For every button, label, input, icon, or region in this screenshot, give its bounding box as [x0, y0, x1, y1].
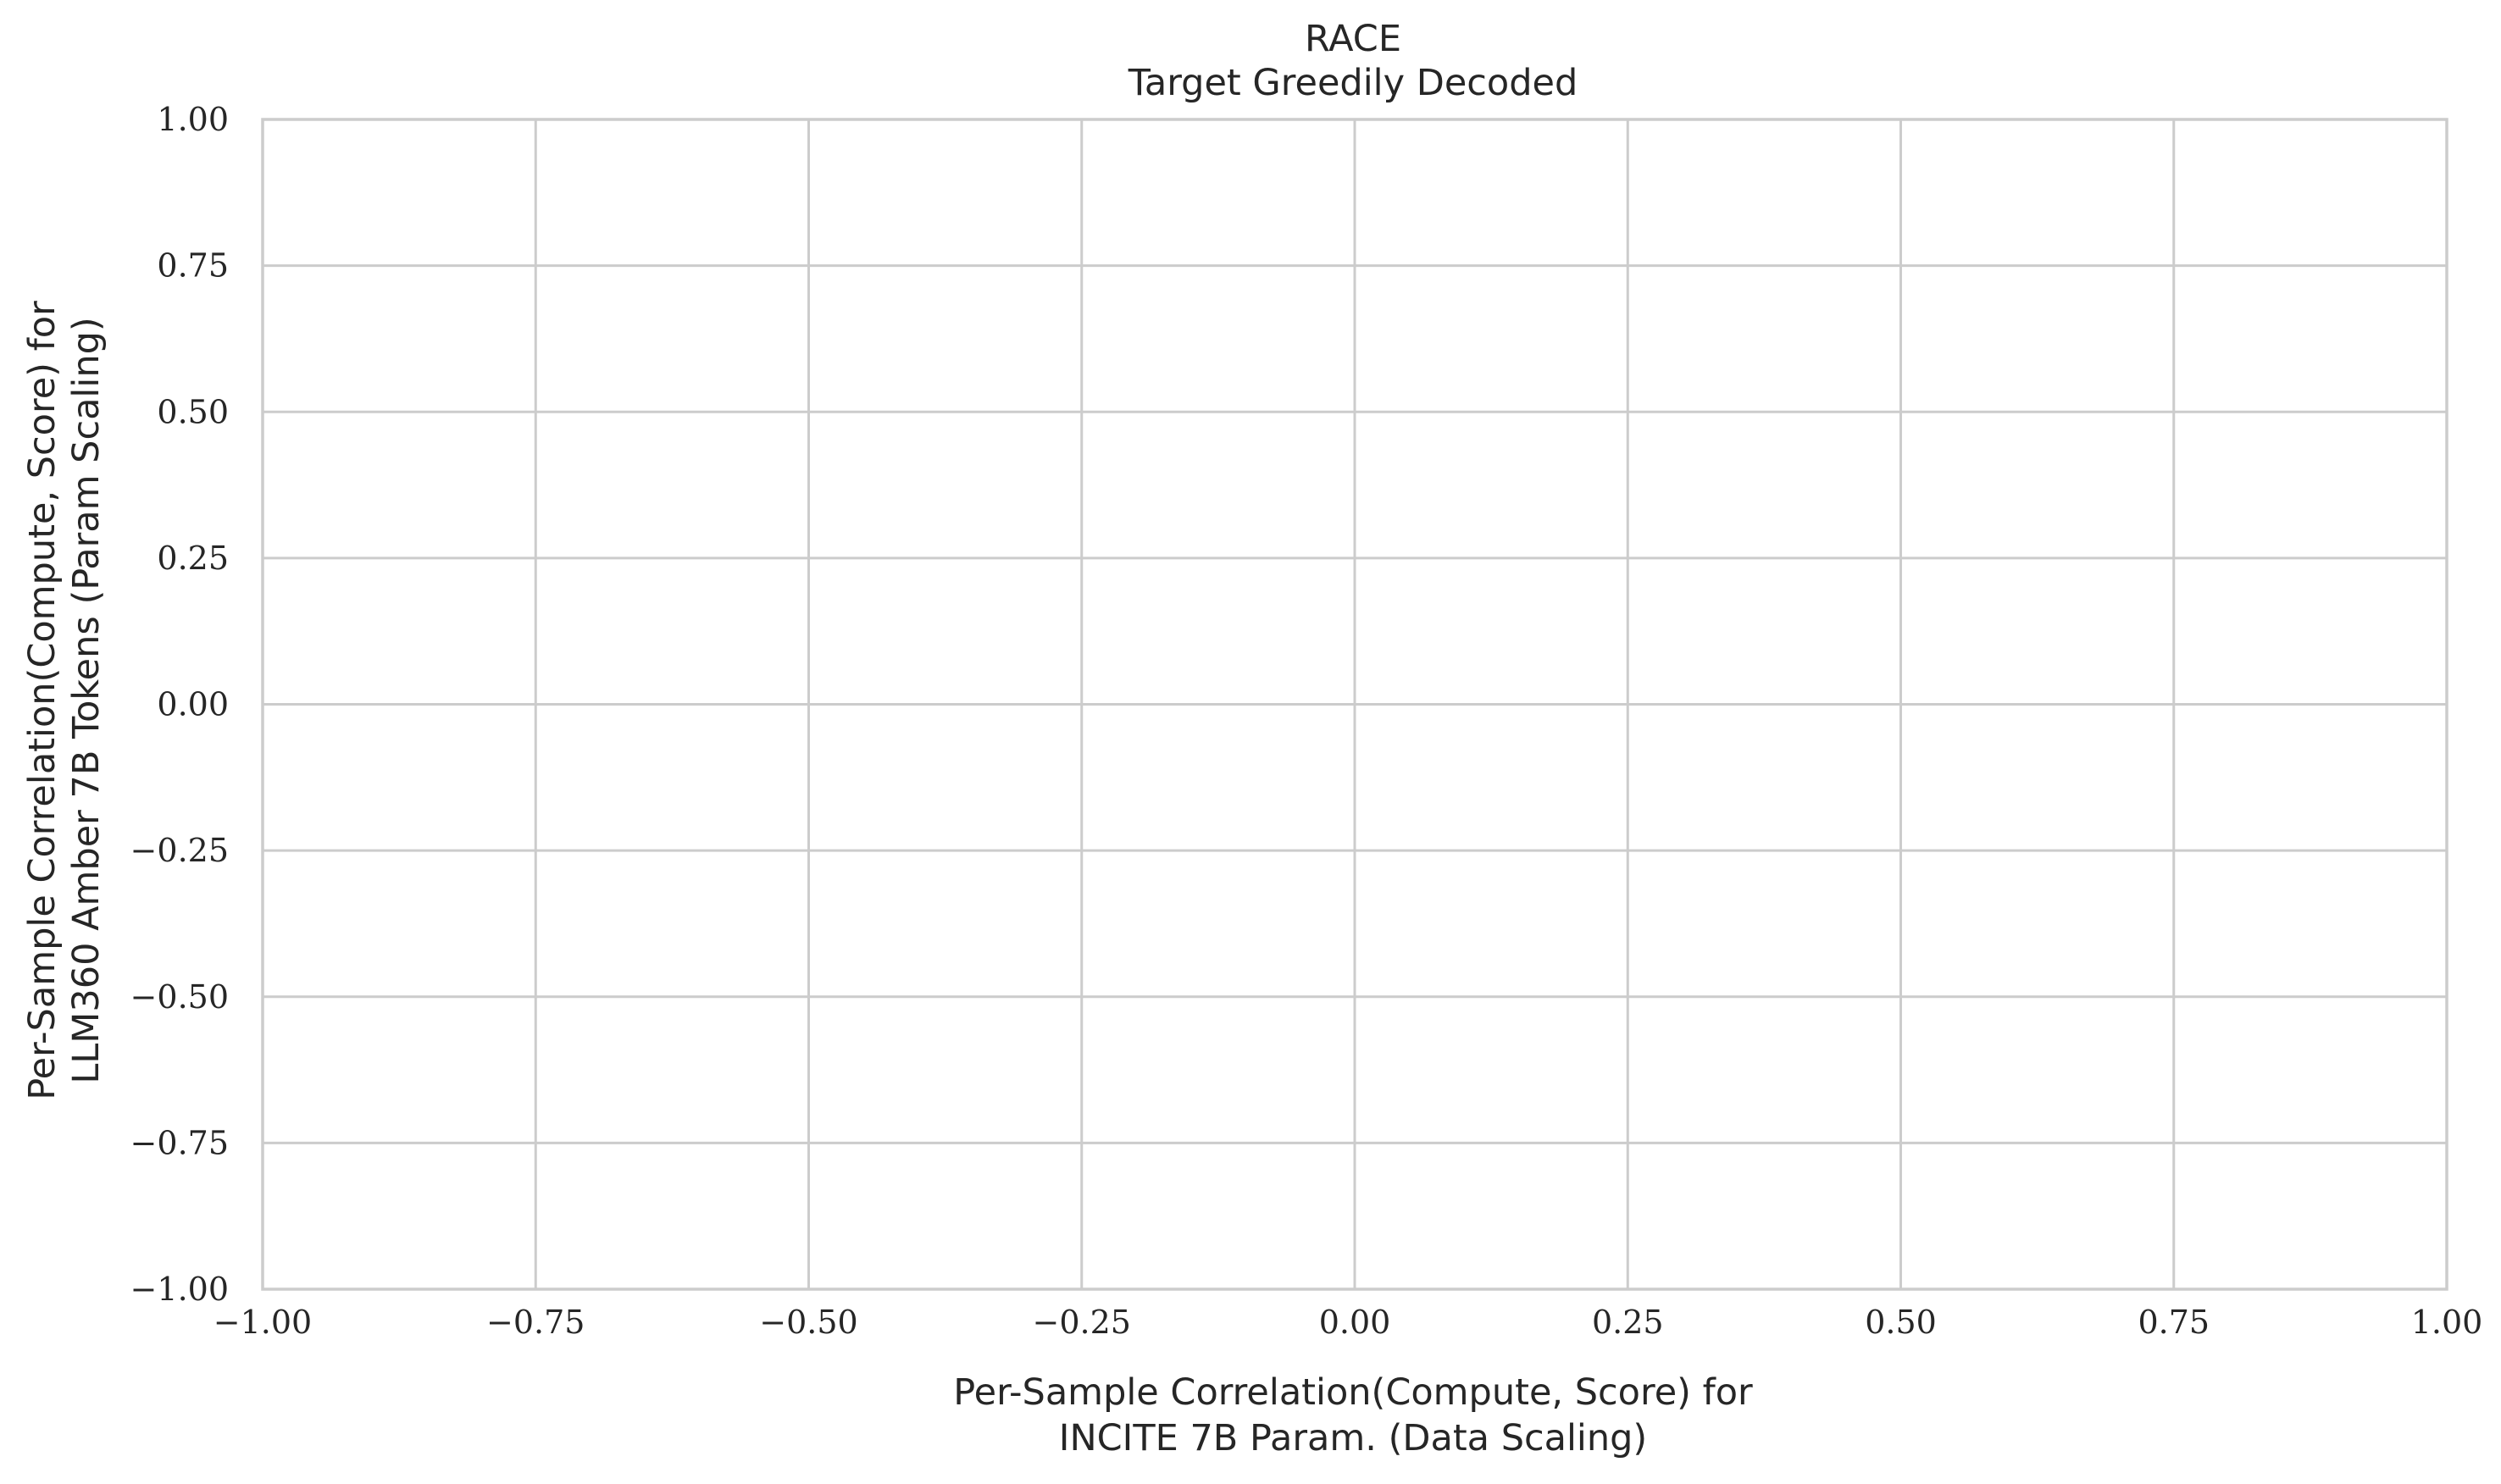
x-axis-label-line-2: INCITE 7B Param. (Data Scaling) [1059, 1417, 1647, 1459]
chart-title: RACE [1305, 18, 1401, 60]
x-tick-label: −0.75 [486, 1304, 585, 1341]
y-tick-label: −1.00 [130, 1271, 229, 1308]
x-tick-label: −0.25 [1033, 1304, 1131, 1341]
x-axis-tick-labels: −1.00 −0.75 −0.50 −0.25 0.00 0.25 0.50 0.75 1.00 [214, 1304, 2483, 1341]
x-tick-label: −1.00 [214, 1304, 312, 1341]
x-tick-label: 0.25 [1592, 1304, 1664, 1341]
chart-subtitle: Target Greedily Decoded [1128, 62, 1578, 104]
y-tick-label: 0.50 [157, 393, 229, 430]
x-tick-label: 0.50 [1865, 1304, 1937, 1341]
y-tick-label: 0.25 [157, 540, 229, 577]
y-axis-label-line-1: Per-Sample Correlation(Compute, Score) f… [21, 301, 64, 1100]
x-tick-label: 1.00 [2411, 1304, 2483, 1341]
x-tick-label: 0.00 [1319, 1304, 1391, 1341]
y-tick-label: 0.75 [157, 247, 229, 285]
plot-area-frame [261, 118, 2448, 1291]
x-axis-label-line-1: Per-Sample Correlation(Compute, Score) f… [953, 1371, 1753, 1414]
y-axis-tick-labels: −1.00 −0.75 −0.50 −0.25 0.00 0.25 0.50 0.75 1.00 [130, 101, 229, 1308]
y-tick-label: −0.25 [130, 832, 229, 869]
y-tick-label: 1.00 [157, 101, 229, 138]
grid-lines [261, 118, 2448, 1291]
y-axis-label-line-2: LLM360 Amber 7B Tokens (Param Scaling) [65, 317, 108, 1083]
x-tick-label: −0.50 [759, 1304, 857, 1341]
y-tick-label: −0.75 [130, 1124, 229, 1161]
y-tick-label: 0.00 [157, 686, 229, 723]
x-tick-label: 0.75 [2138, 1304, 2210, 1341]
y-tick-label: −0.50 [130, 978, 229, 1016]
